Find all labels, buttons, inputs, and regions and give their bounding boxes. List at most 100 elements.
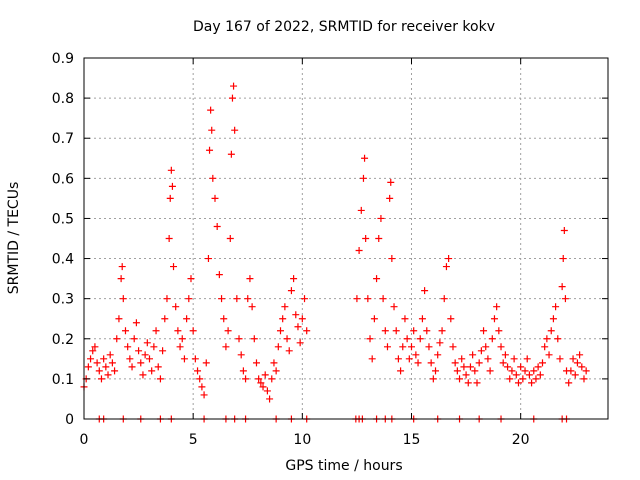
data-point (132, 319, 140, 327)
data-point (416, 335, 424, 343)
data-point (362, 235, 370, 242)
data-point (87, 355, 95, 363)
data-point (213, 222, 221, 230)
data-point (290, 275, 298, 283)
data-point (438, 327, 446, 335)
data-point (501, 351, 509, 359)
data-point (453, 367, 461, 375)
data-point (377, 214, 385, 222)
y-tick-label: 0.4 (52, 252, 74, 268)
data-point (137, 359, 145, 367)
x-tick-label: 0 (80, 432, 89, 448)
data-point (512, 371, 520, 379)
data-point (379, 295, 387, 303)
data-point (206, 146, 214, 154)
data-point (559, 255, 567, 263)
data-point (471, 367, 479, 375)
data-point (244, 295, 252, 303)
data-point (534, 363, 542, 371)
data-point (361, 154, 369, 162)
data-point (277, 327, 284, 335)
data-point (292, 311, 300, 319)
data-point (239, 367, 247, 375)
data-point (176, 343, 184, 351)
data-point (456, 375, 464, 383)
data-point (233, 295, 241, 303)
y-tick-label: 0.9 (52, 51, 74, 67)
data-point (445, 255, 453, 263)
data-point (464, 379, 472, 387)
data-point (578, 363, 586, 371)
data-point (270, 359, 278, 367)
data-point (191, 355, 199, 363)
data-point (523, 355, 531, 363)
data-point (547, 327, 555, 335)
data-point (257, 379, 265, 387)
data-point (401, 315, 409, 323)
data-point (298, 315, 306, 323)
x-tick-labels: 0 5 10 15 20 (80, 432, 530, 448)
data-point (255, 375, 263, 383)
data-point (440, 295, 448, 303)
data-point (91, 343, 99, 351)
data-point (545, 351, 553, 359)
data-point (95, 367, 103, 375)
data-point (224, 327, 232, 335)
data-point (146, 355, 153, 363)
x-tick-label: 15 (403, 432, 421, 448)
data-point (174, 327, 182, 335)
data-point (421, 287, 429, 295)
y-tick-label: 0.6 (52, 171, 74, 187)
data-point (412, 351, 420, 359)
data-point (185, 295, 193, 303)
data-point (287, 287, 295, 295)
data-point (220, 315, 228, 323)
data-point (552, 303, 560, 311)
data-point (353, 295, 361, 303)
data-point (274, 343, 282, 351)
data-point (528, 379, 536, 387)
data-point (392, 327, 400, 335)
data-point (475, 359, 483, 367)
data-point (519, 375, 527, 383)
data-point (567, 367, 575, 375)
data-points (80, 82, 590, 423)
data-point (462, 371, 470, 379)
data-point (235, 335, 243, 343)
data-point (227, 150, 235, 158)
data-point (166, 194, 174, 202)
y-tick-labels: 0 0.1 0.2 0.3 0.4 0.5 0.6 0.7 0.8 0.9 (52, 51, 74, 428)
x-tick-label: 20 (512, 432, 530, 448)
data-point (215, 271, 223, 279)
data-point (263, 387, 271, 395)
data-point (93, 359, 101, 367)
data-point (152, 327, 160, 335)
data-point (156, 375, 164, 383)
y-tick-label: 0.1 (52, 372, 74, 388)
chart-title: Day 167 of 2022, SRMTID for receiver kok… (193, 19, 495, 35)
data-point (228, 94, 236, 102)
data-point (442, 263, 450, 271)
data-point (549, 315, 557, 323)
data-point (211, 194, 219, 202)
data-point (143, 339, 151, 347)
data-point (218, 295, 226, 303)
data-point (473, 379, 481, 387)
data-point (230, 82, 238, 90)
data-point (576, 351, 584, 359)
data-point (154, 363, 162, 371)
data-point (296, 339, 304, 347)
data-point (198, 383, 206, 391)
x-tick-label: 5 (189, 432, 198, 448)
data-point (543, 335, 551, 343)
data-point (539, 359, 546, 367)
data-point (558, 283, 566, 291)
data-point (366, 335, 374, 343)
data-point (102, 363, 110, 371)
data-point (259, 383, 267, 391)
data-point (521, 367, 529, 375)
data-point (418, 315, 426, 323)
data-point (100, 355, 108, 363)
data-point (168, 182, 176, 190)
data-point (170, 263, 178, 271)
